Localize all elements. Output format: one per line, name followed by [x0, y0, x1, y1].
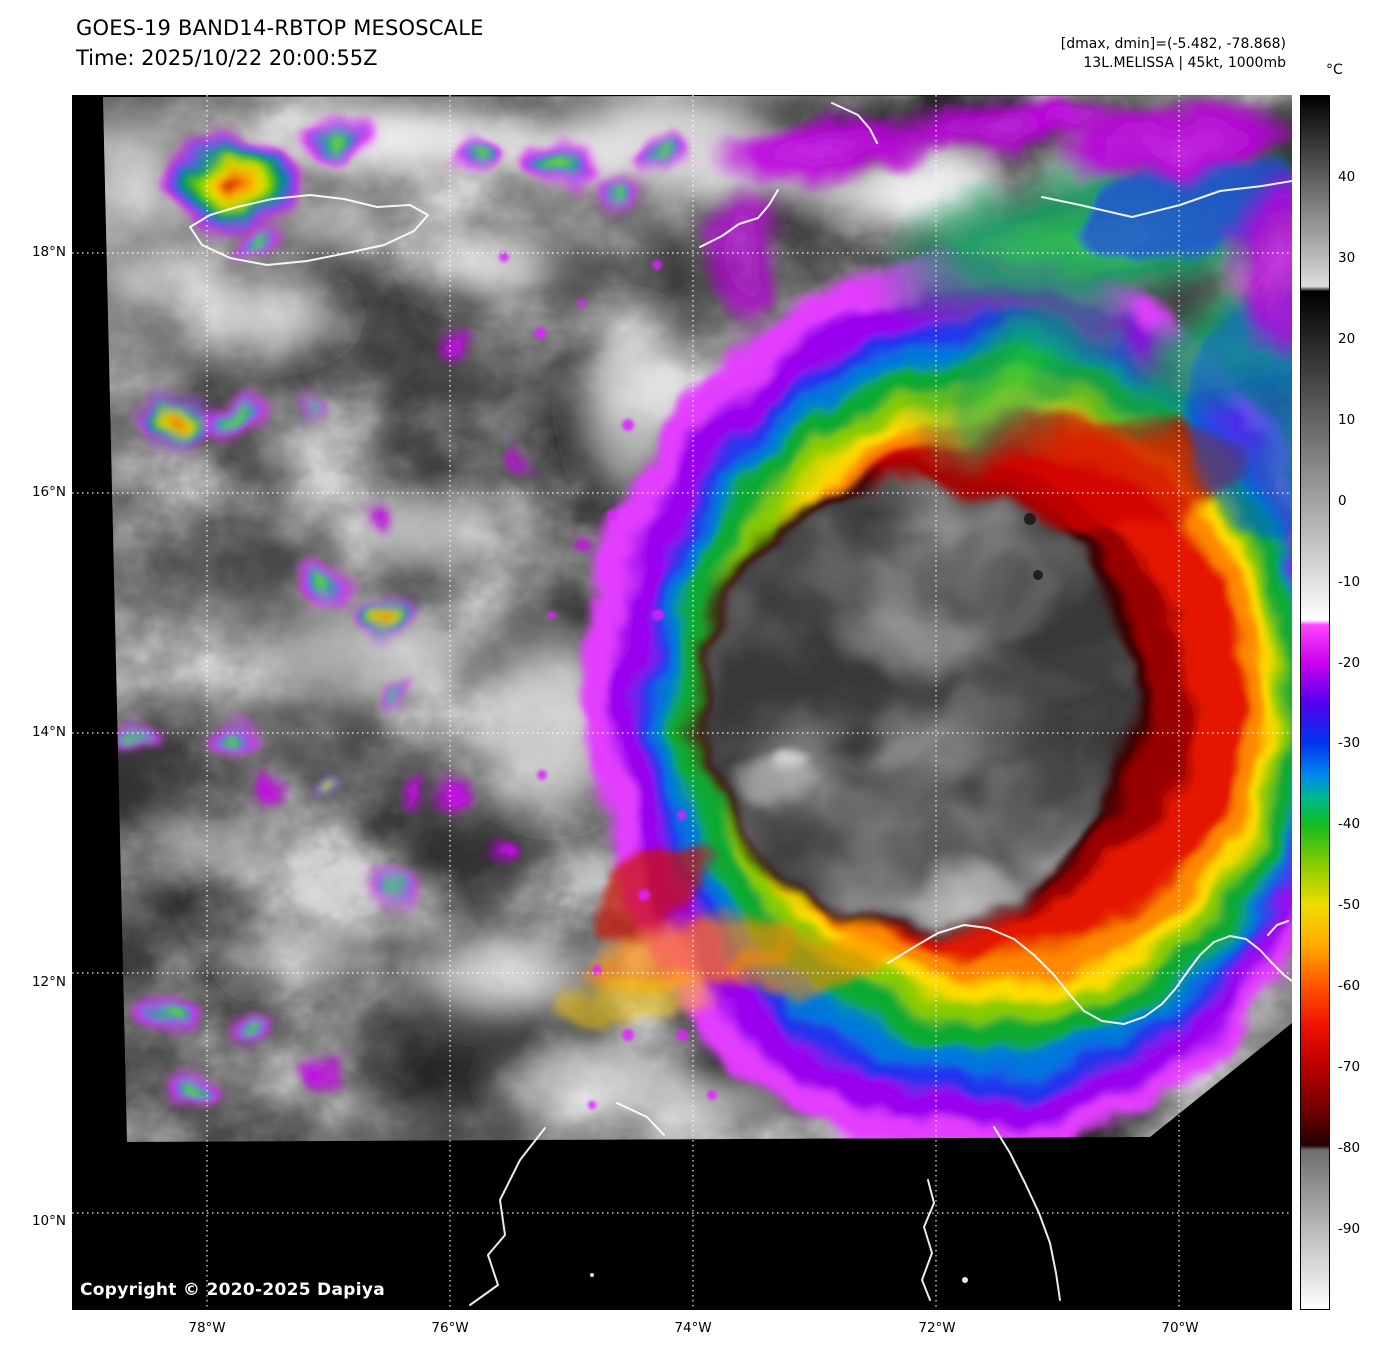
- colorbar-tick-label: 20: [1338, 330, 1356, 347]
- lon-tick-label: 72°W: [918, 1320, 956, 1336]
- colorbar-tick-label: 0: [1338, 492, 1347, 509]
- product-time: Time: 2025/10/22 20:00:55Z: [76, 46, 378, 70]
- colorbar-tick-label: 30: [1338, 249, 1356, 266]
- colorbar-tick-label: -80: [1338, 1140, 1361, 1157]
- purple-speckles: [499, 252, 717, 1109]
- storm-gray-core: [700, 483, 1130, 935]
- product-meta: [dmax, dmin]=(-5.482, -78.868) 13L.MELIS…: [1061, 35, 1286, 73]
- colorbar-tick-label: -70: [1338, 1059, 1361, 1076]
- lat-tick-label: 10°N: [31, 1213, 66, 1229]
- coastlines: [189, 102, 1292, 1306]
- temperature-colorbar: [1300, 95, 1330, 1310]
- lat-tick-label: 18°N: [31, 244, 66, 260]
- lon-tick-label: 74°W: [674, 1320, 712, 1336]
- product-title: GOES-19 BAND14-RBTOP MESOSCALE: [76, 16, 484, 40]
- colorbar-tick-label: 10: [1338, 411, 1356, 428]
- copyright-label: Copyright © 2020-2025 Dapiya: [80, 1280, 385, 1300]
- lon-tick-label: 76°W: [431, 1320, 469, 1336]
- convective-cells: [120, 118, 688, 1103]
- grid-lines: [72, 95, 1292, 1310]
- colorbar-tick-label: -30: [1338, 735, 1361, 752]
- warm-dark-specks: [1024, 513, 1043, 580]
- imagery-area: [103, 95, 1292, 1142]
- lat-tick-label: 14°N: [31, 724, 66, 740]
- colorbar-tick-label: -10: [1338, 573, 1361, 590]
- satellite-map: Copyright © 2020-2025 Dapiya: [72, 95, 1292, 1310]
- northeast-outflow-streaks: [699, 96, 1292, 585]
- colorbar-unit-label: °C: [1326, 62, 1343, 78]
- colorbar-tick-label: -90: [1338, 1220, 1361, 1237]
- lon-tick-label: 70°W: [1161, 1320, 1199, 1336]
- colorbar-tick-label: -20: [1338, 654, 1361, 671]
- colorbar-tick-label: -40: [1338, 816, 1361, 833]
- storm-info-label: 13L.MELISSA | 45kt, 1000mb: [1083, 55, 1286, 71]
- lon-tick-label: 78°W: [188, 1320, 226, 1336]
- colorbar-tick-label: -50: [1338, 897, 1361, 914]
- dmax-dmin-label: [dmax, dmin]=(-5.482, -78.868): [1060, 36, 1286, 52]
- lat-tick-label: 12°N: [31, 974, 66, 990]
- lat-tick-label: 16°N: [31, 484, 66, 500]
- colorbar-tick-label: 40: [1338, 169, 1356, 185]
- satellite-imagery-svg: [72, 95, 1292, 1310]
- colorbar-tick-label: -60: [1338, 978, 1361, 995]
